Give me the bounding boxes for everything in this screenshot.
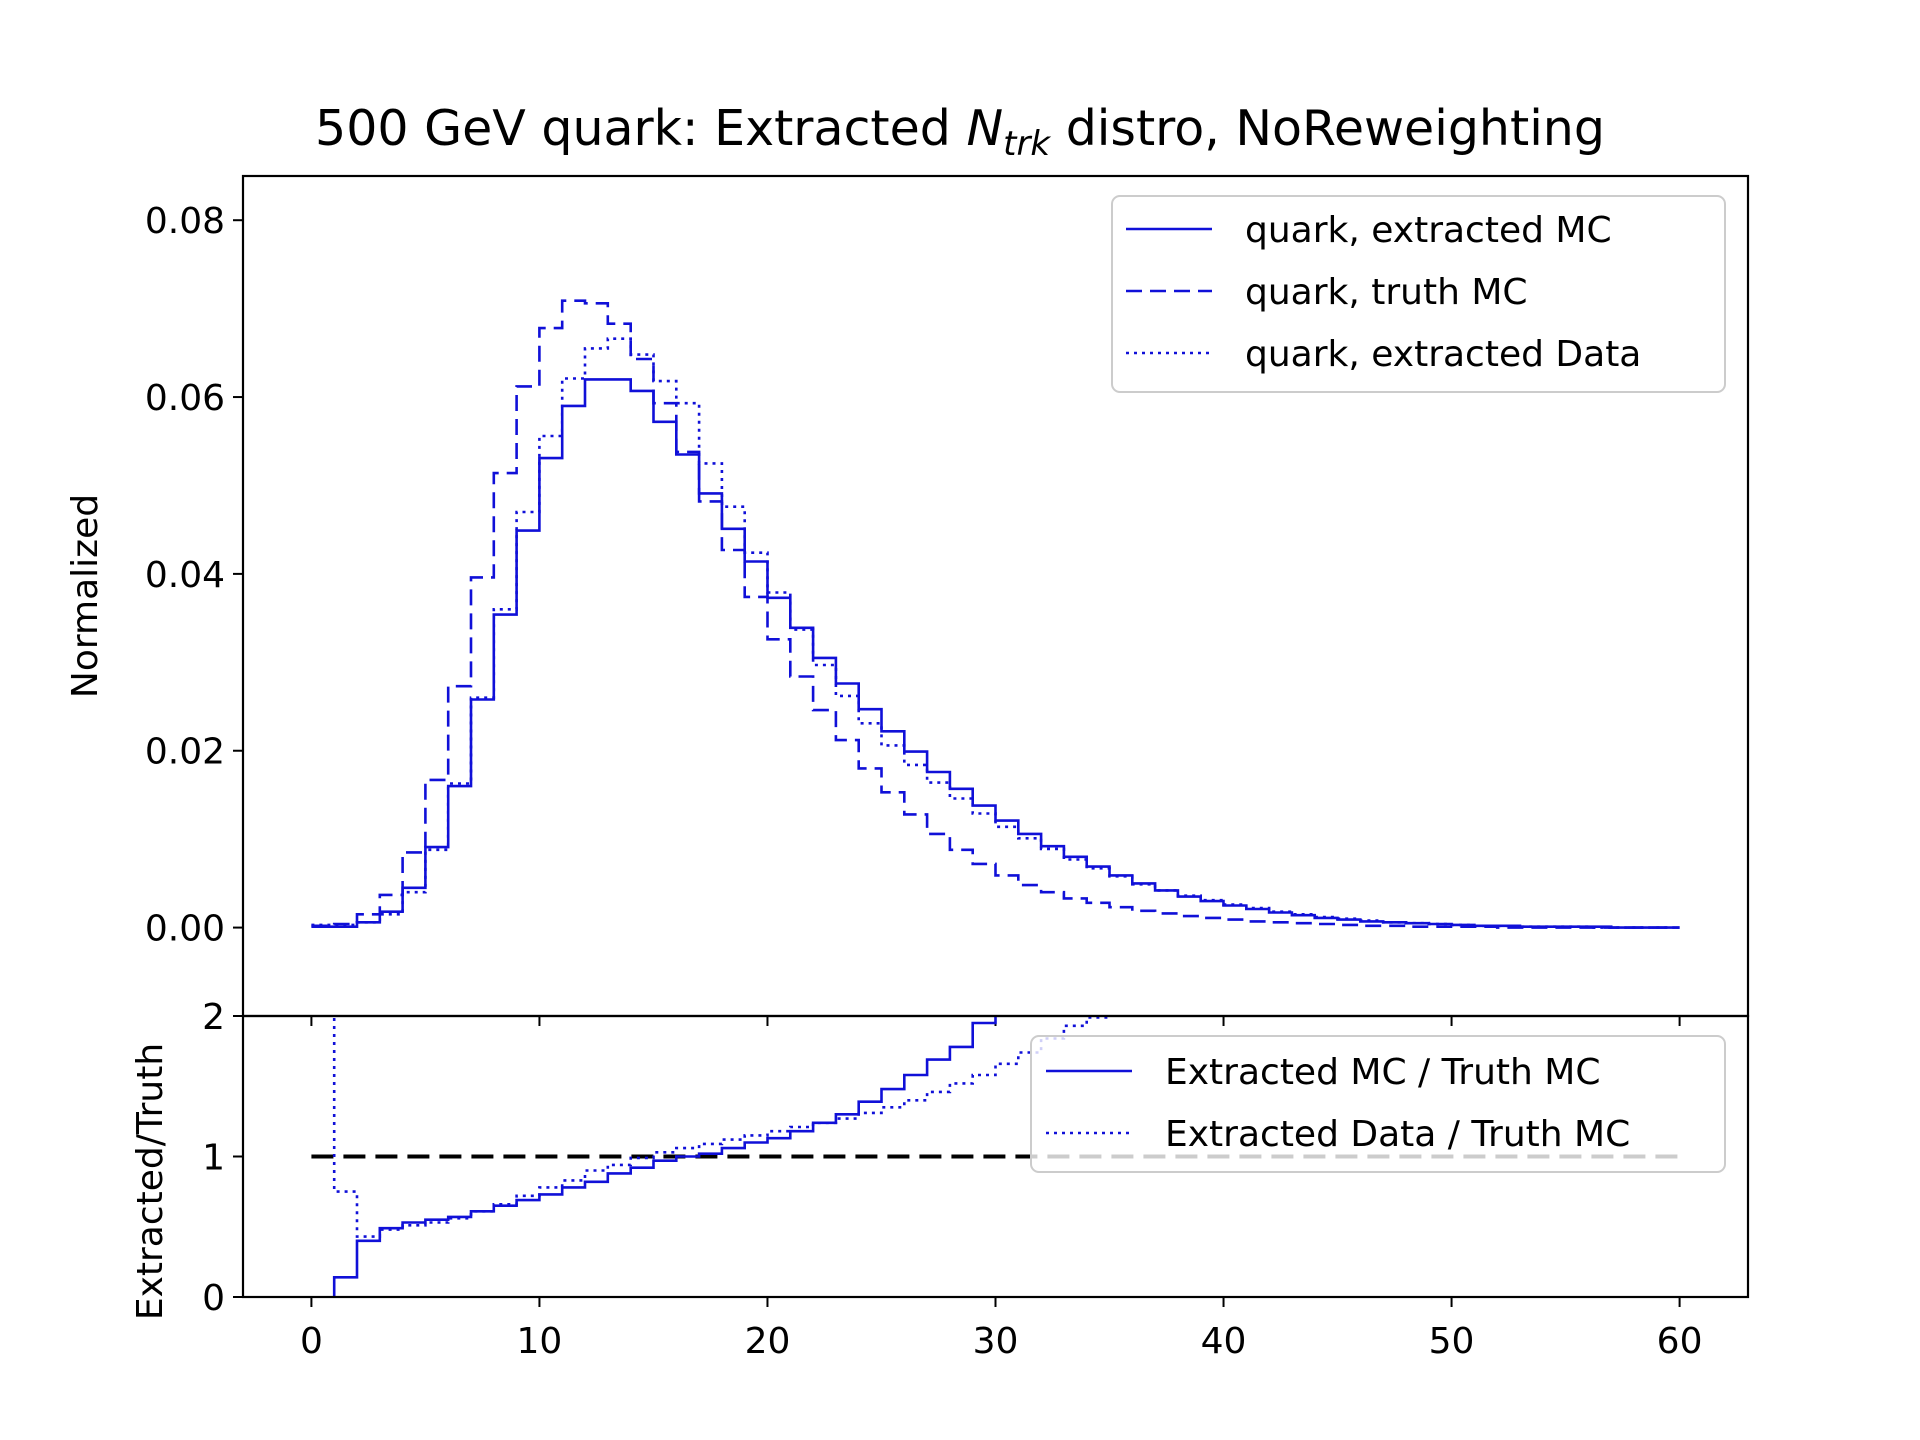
ratio-legend-label: Extracted MC / Truth MC — [1165, 1052, 1600, 1093]
ratio-legend: Extracted MC / Truth MC Extracted Data / … — [1030, 1035, 1726, 1173]
ratio-y-tick-label: 1 — [202, 1138, 225, 1179]
title-suffix: distro, NoReweighting — [1050, 100, 1605, 157]
ratio-legend-label: Extracted Data / Truth MC — [1165, 1114, 1630, 1155]
ratio-line-dotted — [332, 1016, 1111, 1238]
x-tick-label: 40 — [1201, 1321, 1247, 1362]
x-tick-label: 30 — [973, 1321, 1019, 1362]
ratio-y-tick-label: 2 — [202, 997, 225, 1038]
x-tick-label: 20 — [745, 1321, 791, 1362]
y-tick-label: 0.08 — [145, 201, 225, 242]
legend-label: quark, extracted Data — [1245, 334, 1641, 375]
y-tick-label: 0.02 — [145, 732, 225, 773]
main-plot: 0.00 0.02 0.04 0.06 0.08 Normalized quark, ext… — [65, 174, 1750, 1026]
x-tick-label: 50 — [1429, 1321, 1475, 1362]
y-tick-label: 0.06 — [145, 378, 225, 419]
series-line-dashed — [311, 299, 1680, 929]
ratio-legend-frame — [1030, 1035, 1726, 1173]
x-tick-label: 0 — [300, 1321, 323, 1362]
chart-title: 500 GeV quark: Extracted Ntrk distro, No… — [0, 100, 1920, 164]
series-line-dotted — [311, 337, 1680, 929]
title-variable: N — [966, 100, 1004, 157]
y-axis-label: Normalized — [65, 494, 106, 698]
title-prefix: 500 GeV quark: Extracted — [315, 100, 967, 157]
ratio-y-axis-label: Extracted/Truth — [130, 1043, 171, 1320]
y-tick-label: 0.00 — [145, 909, 225, 950]
main-series-group — [311, 299, 1680, 929]
y-tick-label: 0.04 — [145, 555, 225, 596]
legend-label: quark, extracted MC — [1245, 210, 1612, 251]
legend-frame — [1111, 195, 1726, 393]
title-variable-subscript: trk — [1003, 124, 1051, 164]
series-line-solid — [311, 378, 1680, 929]
x-tick-label: 10 — [517, 1321, 563, 1362]
ratio-y-tick-label: 0 — [202, 1278, 225, 1319]
legend-label: quark, truth MC — [1245, 272, 1528, 313]
x-tick-label: 60 — [1657, 1321, 1703, 1362]
main-legend: quark, extracted MC quark, truth MC quark,… — [1111, 195, 1726, 393]
ratio-line-solid — [332, 1016, 997, 1297]
